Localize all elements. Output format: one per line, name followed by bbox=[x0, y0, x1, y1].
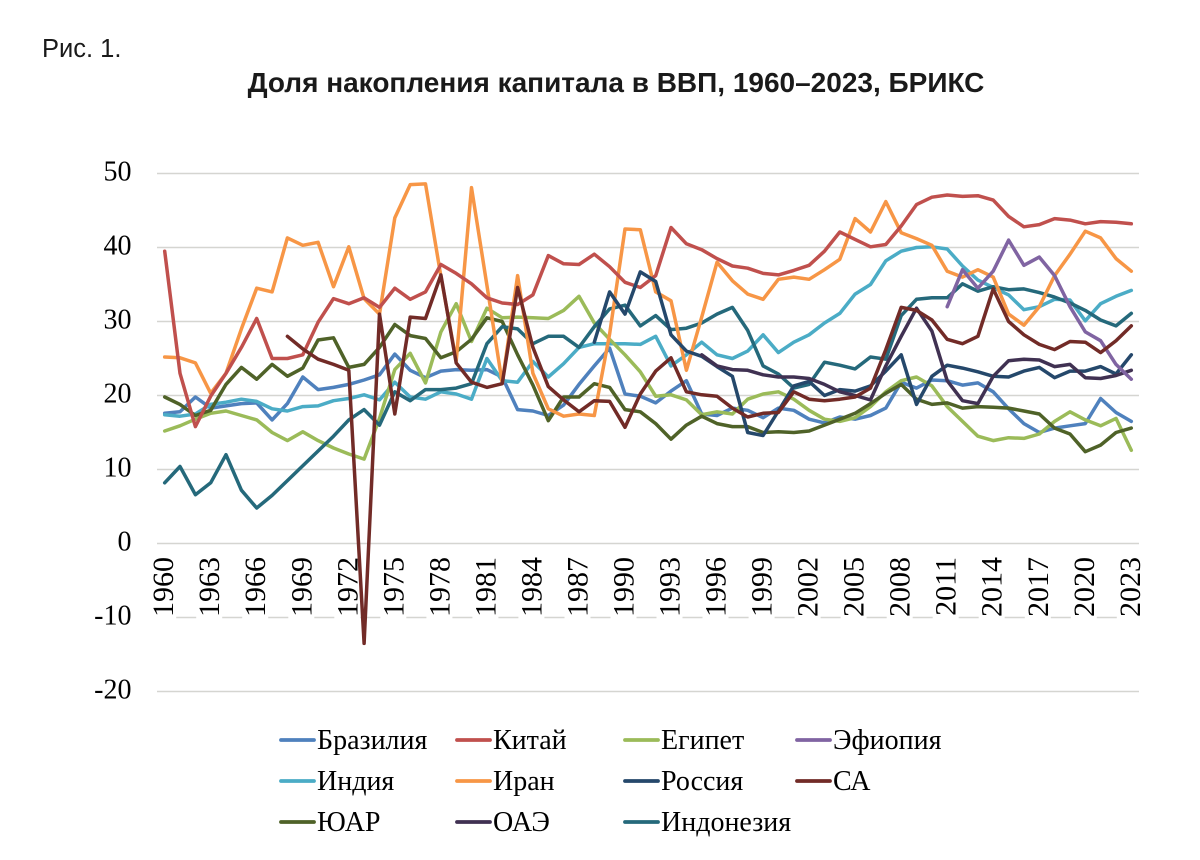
svg-text:10: 10 bbox=[104, 453, 132, 484]
svg-text:50: 50 bbox=[104, 157, 132, 188]
svg-text:1993: 1993 bbox=[654, 557, 687, 617]
svg-text:Россия: Россия bbox=[661, 766, 743, 797]
svg-text:1966: 1966 bbox=[239, 557, 272, 617]
svg-text:1990: 1990 bbox=[608, 557, 641, 617]
svg-text:1996: 1996 bbox=[700, 557, 733, 617]
svg-text:1999: 1999 bbox=[746, 557, 779, 617]
svg-text:Индонезия: Индонезия bbox=[661, 807, 791, 838]
svg-text:1963: 1963 bbox=[193, 557, 226, 617]
svg-text:2017: 2017 bbox=[1022, 557, 1055, 617]
svg-text:2014: 2014 bbox=[976, 557, 1009, 617]
svg-text:-20: -20 bbox=[94, 675, 131, 706]
svg-text:2002: 2002 bbox=[792, 557, 825, 617]
svg-text:30: 30 bbox=[104, 305, 132, 336]
svg-text:20: 20 bbox=[104, 379, 132, 410]
svg-text:Иран: Иран bbox=[493, 766, 555, 797]
svg-text:1978: 1978 bbox=[423, 557, 456, 617]
svg-text:-10: -10 bbox=[94, 601, 131, 632]
svg-text:Эфиопия: Эфиопия bbox=[833, 725, 942, 756]
svg-text:2008: 2008 bbox=[884, 557, 917, 617]
svg-text:2005: 2005 bbox=[838, 557, 871, 617]
svg-text:Китай: Китай bbox=[493, 725, 567, 756]
svg-text:1960: 1960 bbox=[147, 557, 180, 617]
svg-text:1987: 1987 bbox=[562, 557, 595, 617]
svg-text:ОАЭ: ОАЭ bbox=[493, 807, 550, 838]
svg-text:Бразилия: Бразилия bbox=[317, 725, 428, 756]
svg-text:40: 40 bbox=[104, 231, 132, 262]
svg-text:Индия: Индия bbox=[317, 766, 394, 797]
svg-text:1981: 1981 bbox=[469, 557, 502, 617]
svg-text:1969: 1969 bbox=[285, 557, 318, 617]
svg-text:2011: 2011 bbox=[930, 557, 963, 616]
svg-text:2020: 2020 bbox=[1068, 557, 1101, 617]
svg-text:Египет: Египет bbox=[661, 725, 744, 756]
svg-text:1975: 1975 bbox=[377, 557, 410, 617]
svg-text:2023: 2023 bbox=[1114, 557, 1147, 617]
svg-text:ЮАР: ЮАР bbox=[317, 807, 381, 838]
svg-text:1984: 1984 bbox=[515, 557, 548, 617]
svg-text:СА: СА bbox=[833, 766, 871, 797]
svg-text:0: 0 bbox=[118, 527, 132, 558]
